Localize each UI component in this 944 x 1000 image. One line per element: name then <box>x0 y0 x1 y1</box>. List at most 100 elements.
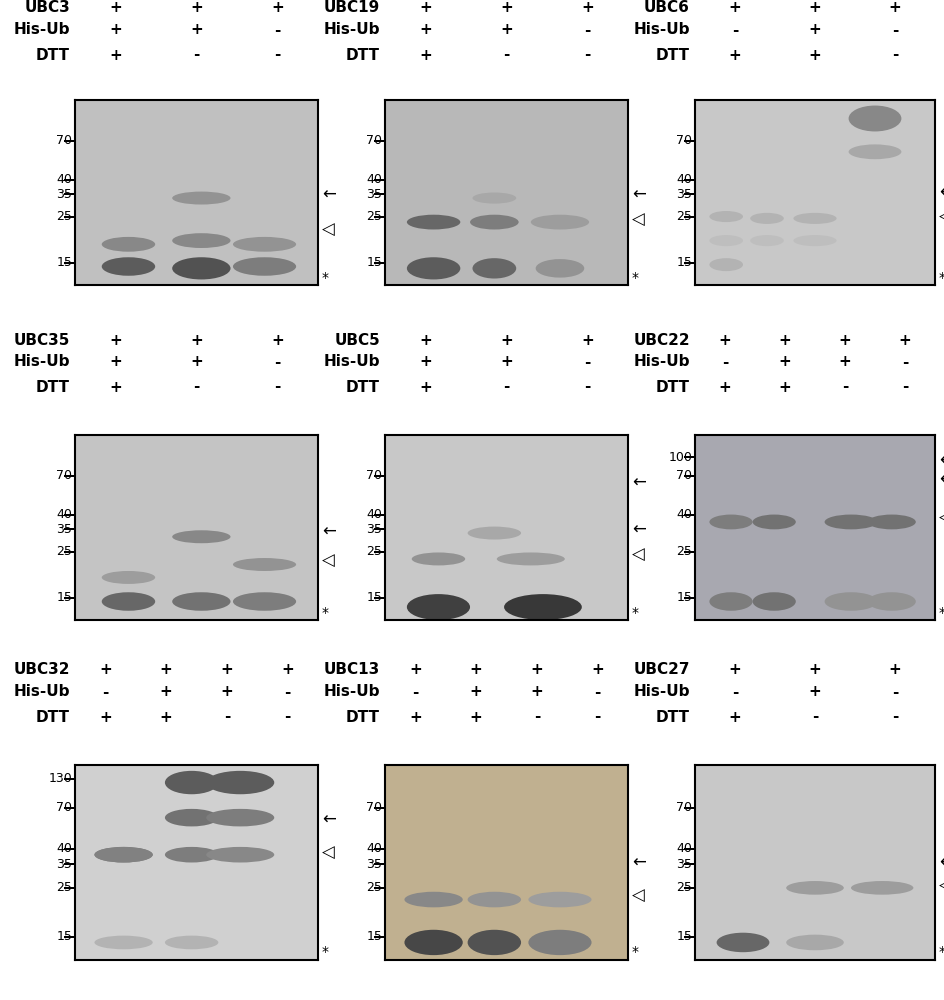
Text: +: + <box>499 333 513 348</box>
Text: +: + <box>581 0 593 15</box>
Text: -: - <box>901 355 907 369</box>
Ellipse shape <box>94 936 153 949</box>
Text: +: + <box>409 710 421 724</box>
Ellipse shape <box>851 881 913 895</box>
Text: +: + <box>728 710 741 724</box>
Text: 40: 40 <box>57 173 72 186</box>
Text: ◁: ◁ <box>937 208 944 226</box>
Text: +: + <box>778 333 790 348</box>
Text: His-Ub: His-Ub <box>323 684 379 700</box>
Ellipse shape <box>528 892 591 907</box>
Text: *: * <box>937 945 944 959</box>
Text: -: - <box>503 47 509 62</box>
Text: 25: 25 <box>676 881 691 894</box>
Ellipse shape <box>172 592 230 611</box>
Ellipse shape <box>531 215 588 229</box>
Text: -: - <box>901 379 907 394</box>
Text: +: + <box>109 47 122 62</box>
Ellipse shape <box>165 771 218 794</box>
Text: +: + <box>591 663 603 678</box>
Text: His-Ub: His-Ub <box>323 22 379 37</box>
Text: DTT: DTT <box>655 710 689 724</box>
Text: +: + <box>419 22 431 37</box>
Text: -: - <box>721 355 728 369</box>
Ellipse shape <box>165 936 218 949</box>
Ellipse shape <box>94 847 153 862</box>
Text: +: + <box>778 379 790 394</box>
Text: 40: 40 <box>676 508 691 521</box>
Text: ←: ← <box>937 452 944 470</box>
Text: +: + <box>220 663 233 678</box>
Ellipse shape <box>206 847 274 862</box>
Ellipse shape <box>848 144 901 159</box>
Text: -: - <box>274 47 280 62</box>
Text: DTT: DTT <box>346 47 379 62</box>
Ellipse shape <box>102 237 155 252</box>
Text: +: + <box>898 333 910 348</box>
Ellipse shape <box>709 592 751 611</box>
Text: 70: 70 <box>365 469 381 482</box>
Ellipse shape <box>233 257 295 276</box>
Ellipse shape <box>94 847 153 862</box>
Text: -: - <box>594 710 600 724</box>
Text: -: - <box>594 684 600 700</box>
Text: UBC13: UBC13 <box>324 663 379 678</box>
Ellipse shape <box>404 930 463 955</box>
Text: -: - <box>274 355 280 369</box>
Text: ←: ← <box>322 522 335 540</box>
Text: 25: 25 <box>57 881 72 894</box>
Text: DTT: DTT <box>36 47 70 62</box>
Text: -: - <box>274 22 280 37</box>
Ellipse shape <box>472 192 515 204</box>
Text: +: + <box>808 684 820 700</box>
Text: 40: 40 <box>57 508 72 521</box>
Text: +: + <box>271 0 283 15</box>
Text: *: * <box>322 945 329 959</box>
Text: +: + <box>808 22 820 37</box>
Ellipse shape <box>233 592 295 611</box>
Text: -: - <box>194 47 199 62</box>
Text: +: + <box>778 355 790 369</box>
Text: 40: 40 <box>366 508 381 521</box>
Text: +: + <box>190 22 203 37</box>
Text: +: + <box>190 355 203 369</box>
Text: +: + <box>109 379 122 394</box>
Ellipse shape <box>497 552 565 565</box>
Text: DTT: DTT <box>346 379 379 394</box>
Text: ◁: ◁ <box>322 844 334 862</box>
Ellipse shape <box>751 515 795 529</box>
Text: ←: ← <box>632 474 645 492</box>
Text: +: + <box>109 355 122 369</box>
Text: +: + <box>190 0 203 15</box>
Text: DTT: DTT <box>36 710 70 724</box>
Ellipse shape <box>102 592 155 611</box>
Text: 15: 15 <box>676 256 691 269</box>
Ellipse shape <box>785 935 843 950</box>
Text: +: + <box>419 379 431 394</box>
Ellipse shape <box>848 106 901 131</box>
Text: +: + <box>99 663 111 678</box>
Text: -: - <box>583 47 590 62</box>
Text: 35: 35 <box>366 523 381 536</box>
Ellipse shape <box>407 215 460 229</box>
Text: 25: 25 <box>366 545 381 558</box>
Text: +: + <box>887 663 901 678</box>
Ellipse shape <box>404 892 463 907</box>
Ellipse shape <box>165 847 218 862</box>
Text: +: + <box>109 333 122 348</box>
Text: ←: ← <box>322 185 335 203</box>
Text: 40: 40 <box>676 842 691 855</box>
Text: *: * <box>937 271 944 285</box>
Ellipse shape <box>751 592 795 611</box>
Text: 15: 15 <box>676 930 691 943</box>
Text: -: - <box>102 684 109 700</box>
Text: UBC6: UBC6 <box>644 0 689 15</box>
Ellipse shape <box>709 235 742 246</box>
Text: His-Ub: His-Ub <box>13 355 70 369</box>
Ellipse shape <box>467 527 520 540</box>
Text: +: + <box>499 0 513 15</box>
Text: -: - <box>841 379 848 394</box>
Ellipse shape <box>102 257 155 276</box>
Text: -: - <box>583 355 590 369</box>
Text: 70: 70 <box>56 134 72 147</box>
